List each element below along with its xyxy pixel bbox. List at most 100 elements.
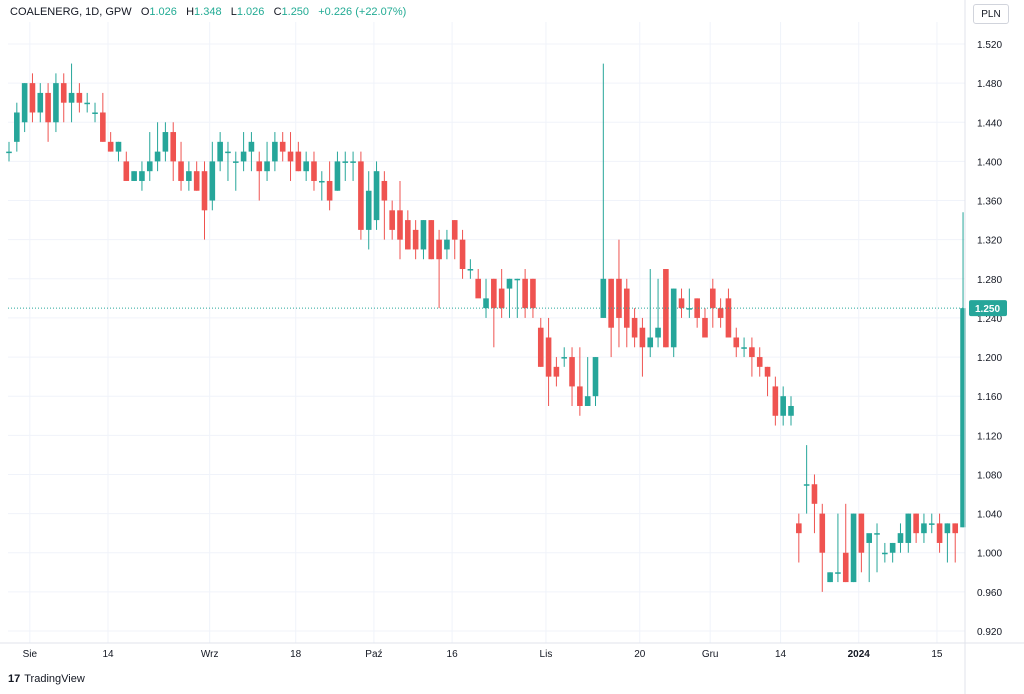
candle <box>702 308 708 338</box>
candle-body <box>842 552 849 583</box>
candle-body <box>725 298 732 338</box>
candle-body <box>944 523 951 534</box>
candle-body <box>92 112 98 114</box>
candle <box>764 366 771 397</box>
candle <box>154 122 161 172</box>
candle-body <box>639 327 646 348</box>
candle <box>670 288 677 358</box>
price-tick-label: 1.200 <box>977 353 1002 364</box>
candle-body <box>498 288 505 309</box>
price-tick-label: 1.360 <box>977 197 1002 208</box>
last-price-label: 1.250 <box>975 304 1000 315</box>
candle <box>874 523 880 573</box>
candle-body <box>287 151 294 162</box>
candle-body <box>37 92 44 113</box>
candle <box>749 337 755 377</box>
candle <box>295 141 302 172</box>
candle <box>107 132 114 152</box>
candle <box>545 317 552 406</box>
candle <box>60 73 67 123</box>
candle <box>717 298 724 328</box>
candle <box>170 122 177 181</box>
tradingview-logo-icon: 17 <box>8 673 21 685</box>
time-axis[interactable]: Sie 14 Wrz 18 Paź 16 Lis 20 Gru 14 2024 15 <box>0 642 1024 660</box>
candle <box>459 229 466 279</box>
legend-close-value: 1.250 <box>281 6 310 18</box>
candle-body <box>264 161 270 172</box>
candle <box>342 151 349 181</box>
candle-body <box>506 278 513 289</box>
candle-body <box>936 523 943 543</box>
candle <box>819 503 826 592</box>
time-tick-label: Gru <box>702 649 719 660</box>
candle <box>76 83 83 113</box>
candle <box>397 180 403 260</box>
candle <box>842 503 849 583</box>
candle <box>287 132 294 181</box>
candle-body <box>319 180 325 183</box>
candle-body <box>913 513 919 534</box>
candle <box>21 83 28 133</box>
candle <box>6 141 12 162</box>
tradingview-brand[interactable]: 17 TradingView <box>8 673 85 685</box>
candle <box>553 357 560 387</box>
currency-button[interactable]: PLN <box>973 4 1009 24</box>
candle <box>358 151 364 240</box>
candle <box>780 386 786 426</box>
candle <box>405 210 411 250</box>
price-axis[interactable]: 1.520 1.480 1.440 1.400 1.360 1.320 1.280 1.240… <box>964 0 1002 694</box>
candle-body <box>428 220 435 260</box>
candle-body <box>389 210 395 230</box>
candle-body <box>514 278 521 281</box>
candle <box>561 347 568 367</box>
candle-body <box>866 533 872 543</box>
candle-body <box>225 151 231 154</box>
candle <box>491 278 497 348</box>
candle-body <box>577 386 583 406</box>
candle <box>889 542 896 563</box>
candle-body <box>600 278 607 318</box>
candle <box>811 474 818 534</box>
candle <box>217 132 223 172</box>
candle <box>960 212 966 528</box>
candle-body <box>655 327 661 338</box>
price-tick-label: 0.920 <box>977 627 1002 638</box>
candle-body <box>186 171 192 181</box>
candle-body <box>68 92 75 103</box>
time-tick-label: Lis <box>540 649 553 660</box>
price-tick-label: 1.440 <box>977 118 1002 129</box>
candle <box>303 151 309 181</box>
candle-body <box>741 347 747 349</box>
candle-body <box>710 288 716 309</box>
legend-change: +0.226 (+22.07%) <box>318 6 407 18</box>
candle-body <box>616 278 622 318</box>
candle-body <box>537 327 544 367</box>
candle <box>365 171 372 250</box>
time-tick-label: 14 <box>775 649 787 660</box>
candle <box>193 161 200 191</box>
candle-body <box>647 337 654 348</box>
candle-body <box>334 161 341 191</box>
candle <box>944 523 951 563</box>
candle-body <box>694 298 700 318</box>
candle-body <box>178 161 184 181</box>
grid-lines <box>8 22 965 643</box>
candle-series <box>6 63 966 592</box>
candle-body <box>921 523 927 534</box>
brand-name: TradingView <box>24 673 85 685</box>
candle <box>647 269 654 358</box>
time-tick-label: 16 <box>447 649 459 660</box>
candle-body <box>295 151 302 172</box>
candle <box>569 347 575 406</box>
candle <box>264 141 270 181</box>
candle <box>686 288 693 318</box>
legend-close-label: C <box>273 6 282 18</box>
candle-body <box>209 161 216 201</box>
legend-symbol[interactable]: COALENERG, 1D, GPW <box>10 6 132 18</box>
time-tick-label: Paź <box>365 649 382 660</box>
candle <box>796 513 802 563</box>
candle-body <box>451 220 458 240</box>
candle <box>14 102 20 152</box>
candle-body <box>889 542 896 553</box>
